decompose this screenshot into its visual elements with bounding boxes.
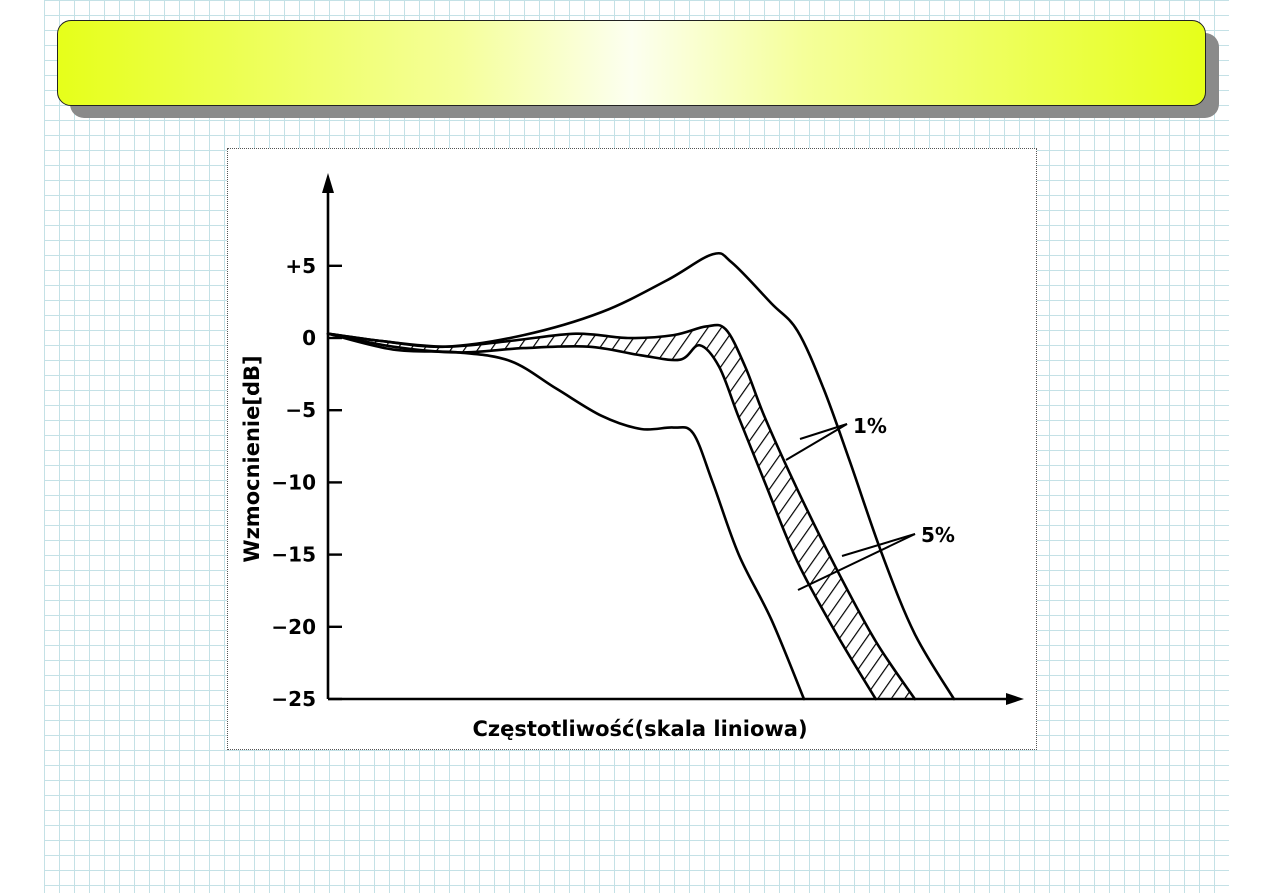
hatched-tolerance-band — [328, 325, 915, 699]
page-left-margin — [0, 0, 44, 893]
annotation-label-1: 5% — [921, 523, 955, 547]
y-axis-label: Wzmocnienie[dB] — [240, 355, 264, 562]
y-tick-label-6: −25 — [271, 687, 316, 711]
annotation-0-leader-1 — [785, 423, 848, 461]
x-axis-arrow — [1006, 693, 1024, 705]
curve-3 — [326, 332, 806, 701]
chart-frame: +5 0 −5 −10 −15 −20 −25 Częstotliwość(skala lin… — [227, 148, 1037, 750]
y-tick-label-1: 0 — [302, 326, 316, 350]
gain-frequency-chart: +5 0 −5 −10 −15 −20 −25 Częstotliwość(skala lin… — [240, 173, 1024, 741]
y-axis-arrow — [322, 173, 334, 193]
y-tick-label-3: −10 — [271, 470, 316, 494]
y-tick-label-4: −15 — [271, 543, 316, 567]
y-tick-label-5: −20 — [271, 615, 316, 639]
annotation-0-leader-0 — [799, 423, 848, 440]
curve-1 — [326, 323, 917, 701]
y-tick-label-0: +5 — [285, 254, 316, 278]
x-axis-label: Częstotliwość(skala liniowa) — [472, 717, 807, 741]
title-bar — [57, 20, 1206, 106]
annotation-1-leader-1 — [797, 533, 916, 591]
y-tick-label-2: −5 — [285, 398, 316, 422]
page-right-margin — [1229, 0, 1263, 893]
annotation-1-leader-0 — [841, 533, 916, 557]
annotation-label-0: 1% — [853, 414, 887, 438]
